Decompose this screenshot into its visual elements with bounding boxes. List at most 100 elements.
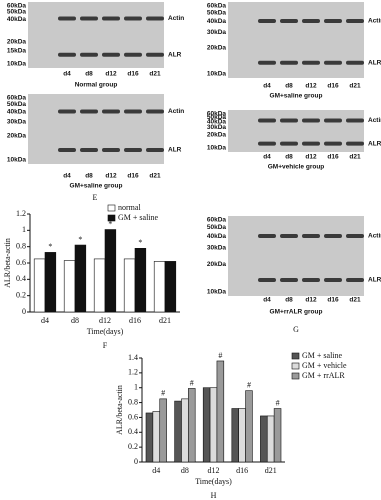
significance-marker: * xyxy=(48,242,52,251)
legend-swatch xyxy=(291,372,300,380)
band xyxy=(324,60,342,65)
ladder-label: 50kDa xyxy=(207,224,227,231)
band xyxy=(302,234,320,238)
band xyxy=(302,19,320,23)
bar xyxy=(181,398,189,463)
bar xyxy=(188,388,196,463)
band xyxy=(146,109,164,114)
x-tick-label: d16 xyxy=(236,466,248,475)
band xyxy=(258,141,276,146)
ladder-label: 40kDa xyxy=(207,18,227,25)
band xyxy=(280,19,298,23)
x-axis-label: Time(days) xyxy=(195,477,232,486)
legend-swatch xyxy=(107,204,116,212)
bar xyxy=(153,261,166,313)
blot-image xyxy=(28,2,164,68)
band-label: ALR xyxy=(368,140,381,147)
blot-caption: Normal group xyxy=(75,82,118,89)
y-tick-label: 1.2 xyxy=(16,209,26,218)
legend-label: GM + saline xyxy=(302,351,343,360)
bar xyxy=(238,408,246,463)
panel-label: H xyxy=(211,491,217,500)
ladder-label: 20kDa xyxy=(207,261,227,268)
band xyxy=(80,16,98,21)
band xyxy=(302,60,320,65)
band xyxy=(324,118,342,123)
lane-label: d16 xyxy=(327,297,339,304)
y-tick-label: 1 xyxy=(134,383,138,392)
ladder-label: 10kDa xyxy=(207,145,227,152)
bar xyxy=(44,252,57,313)
lane-label: d8 xyxy=(285,83,293,90)
bar xyxy=(216,360,225,463)
lane-label: d4 xyxy=(263,83,271,90)
ladder-label: 20kDa xyxy=(7,38,27,45)
significance-marker: # xyxy=(218,351,222,360)
ladder-label: 60kDa xyxy=(207,3,227,10)
band xyxy=(102,52,120,57)
significance-marker: * xyxy=(138,238,142,247)
legend-swatch xyxy=(291,352,300,360)
band xyxy=(302,141,320,146)
bar xyxy=(159,398,167,463)
band xyxy=(324,19,342,23)
blot-image xyxy=(28,94,164,164)
band-label: Actin xyxy=(368,233,381,240)
ladder-label: 10kDa xyxy=(207,71,227,78)
band xyxy=(280,60,298,65)
lane-label: d4 xyxy=(263,297,271,304)
bar xyxy=(231,408,239,463)
x-tick-label: d21 xyxy=(265,466,277,475)
band-label: Actin xyxy=(368,18,381,25)
lane-label: d12 xyxy=(105,173,117,180)
blot-caption: GM+vehicle group xyxy=(268,164,325,171)
band-label: ALR xyxy=(168,52,182,59)
significance-marker: * xyxy=(78,235,82,244)
bar xyxy=(123,258,136,313)
x-tick-label: d4 xyxy=(152,466,160,475)
x-tick-label: d4 xyxy=(41,316,49,325)
ladder-label: 60kDa xyxy=(7,3,27,10)
lane-label: d16 xyxy=(327,83,339,90)
ladder-label: 50kDa xyxy=(207,10,227,17)
ladder-label: 30kDa xyxy=(207,29,227,36)
x-tick-label: d12 xyxy=(99,316,111,325)
ladder-label: 30kDa xyxy=(207,124,227,131)
band xyxy=(258,19,276,23)
band xyxy=(102,16,120,21)
significance-marker: # xyxy=(276,398,280,407)
ladder-label: 60kDa xyxy=(207,217,227,224)
band xyxy=(324,141,342,146)
band xyxy=(80,148,98,152)
y-tick-label: 0.6 xyxy=(16,258,26,267)
ladder-label: 20kDa xyxy=(207,132,227,139)
lane-label: d12 xyxy=(105,71,117,78)
bar xyxy=(164,261,177,313)
lane-label: d16 xyxy=(127,71,139,78)
ladder-label: 10kDa xyxy=(207,289,227,296)
blot-caption: GM+rrALR group xyxy=(270,309,323,316)
band xyxy=(58,109,76,114)
bar xyxy=(152,411,161,463)
y-tick-label: 0.2 xyxy=(128,442,138,451)
ladder-label: 50kDa xyxy=(7,9,27,16)
band xyxy=(280,234,298,238)
band-label: ALR xyxy=(168,147,182,154)
legend-swatch xyxy=(291,362,300,370)
lane-label: d8 xyxy=(85,71,93,78)
bar xyxy=(104,229,117,313)
band xyxy=(258,278,276,282)
x-tick-label: d16 xyxy=(129,316,141,325)
ladder-label: 30kDa xyxy=(7,119,27,126)
ladder-label: 60kDa xyxy=(207,111,227,118)
band-label: Actin xyxy=(168,108,184,115)
band xyxy=(102,148,120,152)
lane-label: d12 xyxy=(305,83,317,90)
y-tick-label: 1 xyxy=(22,225,26,234)
lane-label: d8 xyxy=(85,173,93,180)
y-tick-label: 0.6 xyxy=(128,412,138,421)
y-axis-label: ALR/beta-actin xyxy=(115,385,124,435)
y-tick-label: 0.4 xyxy=(16,274,26,283)
panel-label: E xyxy=(93,193,98,202)
band xyxy=(102,109,120,114)
